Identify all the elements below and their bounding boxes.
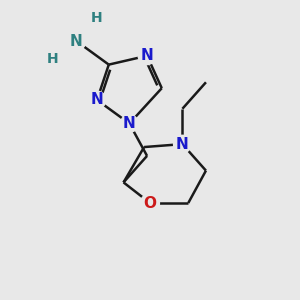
Circle shape — [138, 47, 156, 64]
Text: N: N — [141, 48, 153, 63]
Text: O: O — [143, 196, 157, 211]
Circle shape — [88, 91, 106, 109]
Text: H: H — [47, 52, 58, 66]
Text: N: N — [70, 34, 83, 49]
Text: N: N — [123, 116, 136, 131]
Circle shape — [121, 115, 138, 132]
Text: N: N — [91, 92, 103, 107]
Circle shape — [141, 194, 159, 212]
Circle shape — [67, 32, 86, 50]
Circle shape — [174, 135, 191, 153]
Text: N: N — [176, 136, 189, 152]
Text: H: H — [91, 11, 103, 25]
